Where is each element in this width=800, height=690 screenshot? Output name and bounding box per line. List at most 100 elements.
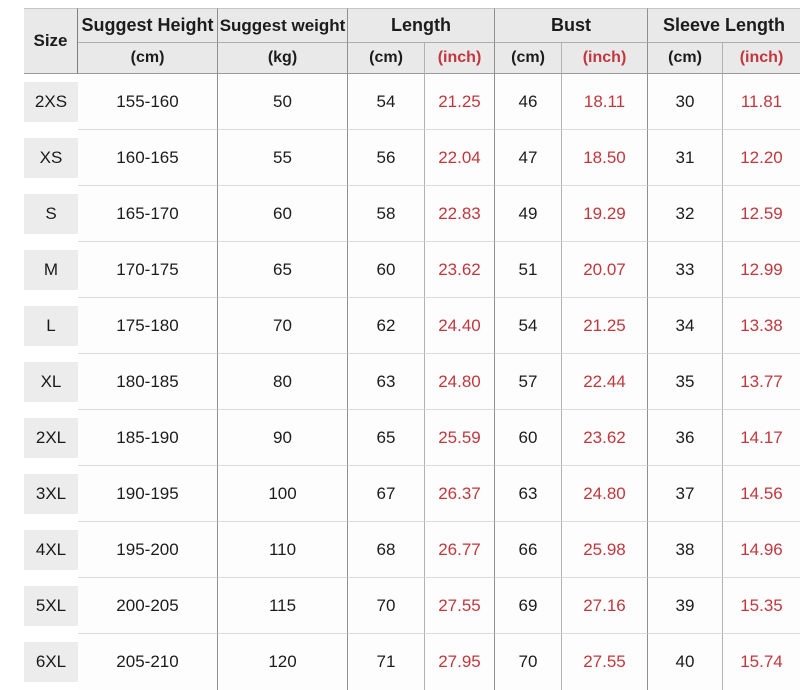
- bust-cm-cell: 69: [495, 578, 562, 634]
- length-inch-cell: 25.59: [425, 410, 495, 466]
- sleeve-inch-cell: 14.56: [723, 466, 800, 522]
- bust-inch-cell: 23.62: [562, 410, 648, 466]
- length-cm-cell: 67: [348, 466, 425, 522]
- sleeve-inch-cell: 13.77: [723, 354, 800, 410]
- weight-cell: 55: [218, 130, 348, 186]
- col-header-size: Size: [24, 8, 78, 74]
- weight-cell: 65: [218, 242, 348, 298]
- table-row-size: 2XL: [0, 410, 78, 466]
- height-cell: 180-185: [78, 354, 218, 410]
- bust-cm-cell: 54: [495, 298, 562, 354]
- bust-cm-cell: 46: [495, 74, 562, 130]
- col-header-length: Length: [348, 8, 495, 43]
- bust-inch-cell: 18.11: [562, 74, 648, 130]
- sleeve-inch-cell: 11.81: [723, 74, 800, 130]
- unit-length-inch: (inch): [425, 43, 495, 74]
- length-inch-cell: 24.40: [425, 298, 495, 354]
- weight-cell: 100: [218, 466, 348, 522]
- height-cell: 195-200: [78, 522, 218, 578]
- sleeve-cm-cell: 37: [648, 466, 723, 522]
- sleeve-cm-cell: 35: [648, 354, 723, 410]
- weight-cell: 60: [218, 186, 348, 242]
- sleeve-cm-cell: 36: [648, 410, 723, 466]
- sleeve-cm-cell: 30: [648, 74, 723, 130]
- sleeve-inch-cell: 13.38: [723, 298, 800, 354]
- sleeve-inch-cell: 15.35: [723, 578, 800, 634]
- size-badge: 5XL: [24, 586, 78, 626]
- bust-cm-cell: 49: [495, 186, 562, 242]
- size-badge: S: [24, 194, 78, 234]
- bust-inch-cell: 25.98: [562, 522, 648, 578]
- length-cm-cell: 71: [348, 634, 425, 690]
- sleeve-cm-cell: 38: [648, 522, 723, 578]
- unit-bust-inch: (inch): [562, 43, 648, 74]
- length-cm-cell: 54: [348, 74, 425, 130]
- unit-weight-kg: (kg): [218, 43, 348, 74]
- sleeve-inch-cell: 12.99: [723, 242, 800, 298]
- col-header-sleeve-length: Sleeve Length: [648, 8, 800, 43]
- weight-cell: 50: [218, 74, 348, 130]
- weight-cell: 80: [218, 354, 348, 410]
- sleeve-cm-cell: 32: [648, 186, 723, 242]
- length-inch-cell: 27.95: [425, 634, 495, 690]
- sleeve-cm-cell: 40: [648, 634, 723, 690]
- sleeve-inch-cell: 12.20: [723, 130, 800, 186]
- bust-inch-cell: 21.25: [562, 298, 648, 354]
- col-header-suggest-height: Suggest Height: [78, 8, 218, 43]
- col-header-bust: Bust: [495, 8, 648, 43]
- length-cm-cell: 60: [348, 242, 425, 298]
- height-cell: 155-160: [78, 74, 218, 130]
- size-badge: 3XL: [24, 474, 78, 514]
- bust-cm-cell: 70: [495, 634, 562, 690]
- size-badge: 4XL: [24, 530, 78, 570]
- unit-sleeve-inch: (inch): [723, 43, 800, 74]
- length-inch-cell: 21.25: [425, 74, 495, 130]
- size-badge: XL: [24, 362, 78, 402]
- length-inch-cell: 22.04: [425, 130, 495, 186]
- length-inch-cell: 26.77: [425, 522, 495, 578]
- bust-inch-cell: 24.80: [562, 466, 648, 522]
- table-row-size: 6XL: [0, 634, 78, 690]
- length-cm-cell: 65: [348, 410, 425, 466]
- unit-bust-cm: (cm): [495, 43, 562, 74]
- size-badge: 6XL: [24, 642, 78, 682]
- sleeve-cm-cell: 33: [648, 242, 723, 298]
- unit-sleeve-cm: (cm): [648, 43, 723, 74]
- weight-cell: 90: [218, 410, 348, 466]
- size-badge: XS: [24, 138, 78, 178]
- height-cell: 200-205: [78, 578, 218, 634]
- bust-inch-cell: 18.50: [562, 130, 648, 186]
- size-badge: 2XS: [24, 82, 78, 122]
- table-row-size: 5XL: [0, 578, 78, 634]
- bust-cm-cell: 51: [495, 242, 562, 298]
- length-inch-cell: 23.62: [425, 242, 495, 298]
- sleeve-cm-cell: 31: [648, 130, 723, 186]
- size-badge: 2XL: [24, 418, 78, 458]
- table-row-size: L: [0, 298, 78, 354]
- table-row-size: M: [0, 242, 78, 298]
- bust-cm-cell: 66: [495, 522, 562, 578]
- height-cell: 170-175: [78, 242, 218, 298]
- length-cm-cell: 62: [348, 298, 425, 354]
- table-row-size: 3XL: [0, 466, 78, 522]
- unit-height-cm: (cm): [78, 43, 218, 74]
- height-cell: 165-170: [78, 186, 218, 242]
- length-cm-cell: 70: [348, 578, 425, 634]
- height-cell: 175-180: [78, 298, 218, 354]
- bust-cm-cell: 60: [495, 410, 562, 466]
- table-row-size: XS: [0, 130, 78, 186]
- table-row-size: 2XS: [0, 74, 78, 130]
- table-row-size: 4XL: [0, 522, 78, 578]
- length-inch-cell: 22.83: [425, 186, 495, 242]
- length-cm-cell: 56: [348, 130, 425, 186]
- size-badge: L: [24, 306, 78, 346]
- length-inch-cell: 24.80: [425, 354, 495, 410]
- bust-inch-cell: 27.16: [562, 578, 648, 634]
- weight-cell: 115: [218, 578, 348, 634]
- length-inch-cell: 26.37: [425, 466, 495, 522]
- length-cm-cell: 58: [348, 186, 425, 242]
- size-chart-table: Size Suggest Height Suggest weight Lengt…: [0, 8, 800, 690]
- table-row-size: S: [0, 186, 78, 242]
- col-header-suggest-weight: Suggest weight: [218, 8, 348, 43]
